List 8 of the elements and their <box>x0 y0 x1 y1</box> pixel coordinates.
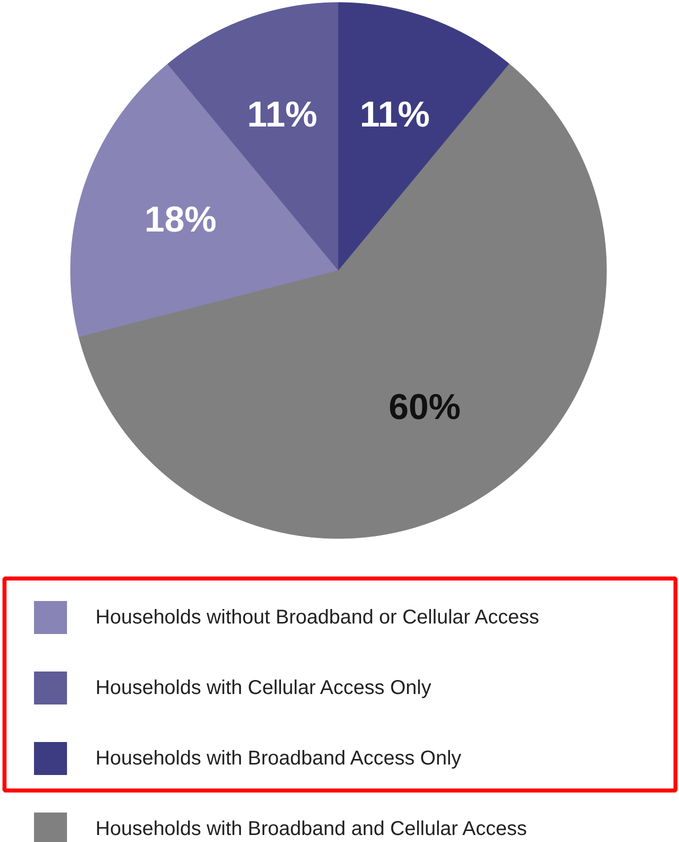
data-label: 18% <box>144 198 217 240</box>
legend-label: Households without Broadband or Cellular Access <box>96 606 540 628</box>
legend-label: Households with Broadband Access Only <box>96 748 462 770</box>
legend-label: Households with Broadband and Cellular Access <box>96 818 527 840</box>
data-label: 11% <box>247 94 318 135</box>
data-label: 11% <box>360 94 430 135</box>
data-label: 60% <box>388 386 461 427</box>
legend-label: Households with Cellular Access Only <box>96 677 432 699</box>
